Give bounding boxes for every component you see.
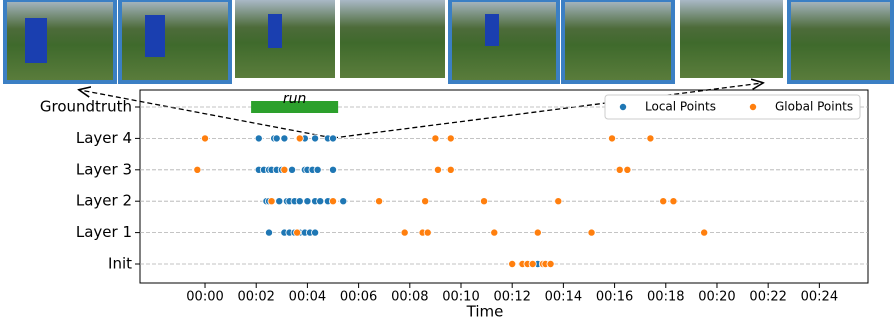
point [272,134,281,143]
point [446,165,455,174]
point [265,228,274,237]
point [608,134,617,143]
point [669,197,678,206]
frame [3,0,117,84]
point [528,259,537,268]
point [431,134,440,143]
point [490,228,499,237]
point [293,228,302,237]
frame [235,0,335,78]
segment-label: run [283,91,307,107]
point [446,134,455,143]
point [295,197,304,206]
point [508,259,517,268]
y-tick-label: Layer 3 [76,160,132,178]
y-tick-label: Init [108,255,132,273]
point [421,197,430,206]
frame [448,0,560,84]
x-tick-label: 00:12 [493,290,530,305]
point [623,165,632,174]
player [25,18,47,63]
legend-box [604,94,861,120]
point [659,197,668,206]
point [193,165,202,174]
point [311,228,320,237]
pointer-arrow [332,83,762,139]
point [329,197,338,206]
point [254,134,263,143]
x-tick-label: 00:06 [340,290,377,305]
point [313,165,322,174]
frame [118,0,232,84]
point [615,165,624,174]
point [480,197,489,206]
video-frames [3,0,894,84]
y-tick-label: Layer 4 [76,129,132,147]
point [533,228,542,237]
player [485,14,499,46]
x-tick-label: 00:02 [237,290,274,305]
frame [680,0,783,78]
legend-marker [749,103,758,112]
player [268,14,282,48]
point [587,228,596,237]
x-tick-label: 00:14 [545,290,582,305]
x-tick-label: 00:04 [289,290,326,305]
point [275,197,284,206]
point [267,197,276,206]
point [400,228,409,237]
x-tick-label: 00:18 [647,290,684,305]
point [316,197,325,206]
x-tick-label: 00:22 [749,290,786,305]
point [280,165,289,174]
player [145,15,165,57]
point [280,134,289,143]
point [311,134,320,143]
point [201,134,210,143]
pointer-arrow [80,90,334,139]
point [700,228,709,237]
y-tick-label: Layer 1 [76,223,132,241]
point [303,197,312,206]
point [546,259,555,268]
y-tick-label: Groundtruth [40,98,132,116]
plot-area [139,89,869,284]
x-tick-label: 00:24 [801,290,838,305]
frame [340,0,445,78]
legend-label: Local Points [645,100,716,114]
point [295,134,304,143]
x-axis-label: Time [466,303,504,321]
point [375,197,384,206]
legend-marker [619,103,628,112]
point [288,165,297,174]
point [329,134,338,143]
point [433,165,442,174]
groundtruth-segment [251,101,339,113]
point [329,165,338,174]
point [646,134,655,143]
point [423,228,432,237]
x-tick-label: 00:16 [596,290,633,305]
frame [561,0,675,84]
y-tick-label: Layer 2 [76,192,132,210]
frame [787,0,894,84]
point [339,197,348,206]
point [554,197,563,206]
x-tick-label: 00:00 [186,290,223,305]
legend-label: Global Points [775,100,853,114]
x-tick-label: 00:20 [698,290,735,305]
x-tick-label: 00:10 [442,290,479,305]
x-tick-label: 00:08 [391,290,428,305]
